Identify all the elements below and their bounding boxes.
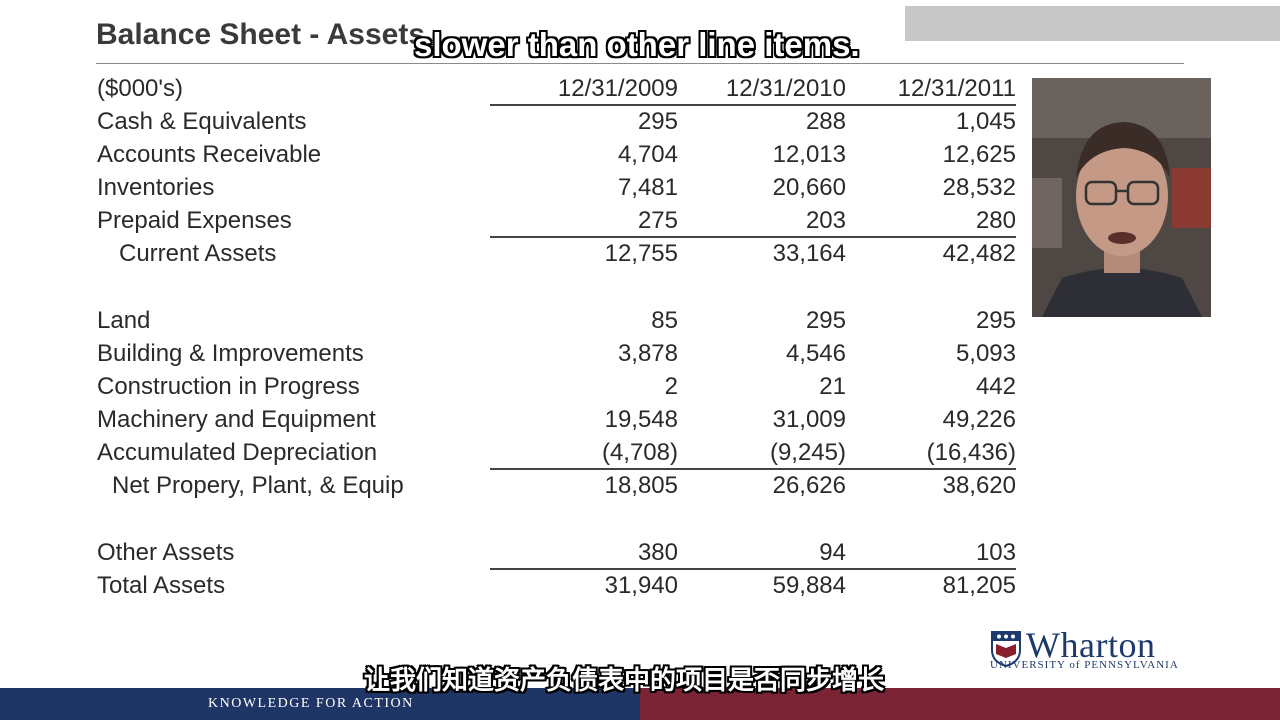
cell-value: 280 xyxy=(975,207,1016,234)
cell-value: 7,481 xyxy=(617,174,678,201)
cell-value: 2 xyxy=(664,373,678,400)
cell-value: 49,226 xyxy=(942,406,1016,433)
cell-value: (4,708) xyxy=(601,439,678,466)
column-header: 12/31/2009 xyxy=(557,75,678,102)
cell-value: 4,546 xyxy=(785,340,846,367)
table-row: Construction in Progress 2 21 442 xyxy=(96,370,1016,403)
table-row: Land 85 295 295 xyxy=(96,304,1016,337)
subtitle-caption-english: slower than other line items. xyxy=(414,26,860,63)
cell-value: 103 xyxy=(975,539,1016,566)
cell-value: 38,620 xyxy=(942,472,1016,499)
table-header-row: ($000's) 12/31/2009 12/31/2010 12/31/201… xyxy=(96,72,1016,106)
header-underline xyxy=(490,104,1016,106)
cell-value: 12,013 xyxy=(772,141,846,168)
row-label: Construction in Progress xyxy=(97,373,360,400)
slide-title: Balance Sheet - Assets xyxy=(96,18,426,51)
cell-value: 31,940 xyxy=(604,572,678,599)
row-label: Total Assets xyxy=(97,572,226,599)
footer-tagline: KNOWLEDGE FOR ACTION xyxy=(208,696,414,711)
row-label: Other Assets xyxy=(97,539,235,566)
table-row-total: Total Assets 31,940 59,884 81,205 xyxy=(96,569,1016,602)
row-label: Machinery and Equipment xyxy=(97,406,376,433)
cell-value: 59,884 xyxy=(772,572,846,599)
row-label: Land xyxy=(97,307,151,334)
top-right-bar xyxy=(905,6,1280,41)
footer-bar-navy xyxy=(0,688,640,720)
cell-value: 4,704 xyxy=(617,141,678,168)
cell-value: 3,878 xyxy=(617,340,678,367)
table-row: Accounts Receivable 4,704 12,013 12,625 xyxy=(96,138,1016,171)
cell-value: 28,532 xyxy=(942,174,1016,201)
cell-value: (16,436) xyxy=(926,439,1016,466)
total-rule xyxy=(490,568,1016,570)
row-label: Net Propery, Plant, & Equip xyxy=(112,472,404,499)
cell-value: 295 xyxy=(637,108,678,135)
units-label: ($000's) xyxy=(97,75,183,102)
cell-value: 12,755 xyxy=(604,240,678,267)
title-divider xyxy=(96,63,1184,64)
table-row: Building & Improvements 3,878 4,546 5,09… xyxy=(96,337,1016,370)
spacer-row xyxy=(96,270,1016,304)
penn-shield-icon xyxy=(991,631,1021,668)
table-row: Other Assets 380 94 103 xyxy=(96,536,1016,570)
cell-value: 42,482 xyxy=(942,240,1016,267)
cell-value: 20,660 xyxy=(772,174,846,201)
table-row: Accumulated Depreciation (4,708) (9,245)… xyxy=(96,436,1016,470)
cell-value: 5,093 xyxy=(955,340,1016,367)
row-label: Accounts Receivable xyxy=(97,141,322,168)
row-label: Building & Improvements xyxy=(97,340,364,367)
subtotal-rule xyxy=(490,468,1016,470)
cell-value: 12,625 xyxy=(942,141,1016,168)
row-label: Accumulated Depreciation xyxy=(97,439,378,466)
row-label: Inventories xyxy=(97,174,215,201)
cell-value: 1,045 xyxy=(955,108,1016,135)
row-label: Prepaid Expenses xyxy=(97,207,292,234)
cell-value: 442 xyxy=(975,373,1016,400)
presenter-avatar-icon xyxy=(1032,78,1211,317)
table-row: Machinery and Equipment 19,548 31,009 49… xyxy=(96,403,1016,436)
cell-value: 31,009 xyxy=(772,406,846,433)
cell-value: 380 xyxy=(637,539,678,566)
subtitle-caption-chinese: 让我们知道资产负债表中的项目是否同步增长 xyxy=(364,666,885,696)
cell-value: 295 xyxy=(805,307,846,334)
subtotal-rule xyxy=(490,236,1016,238)
cell-value: 21 xyxy=(819,373,846,400)
cell-value: 33,164 xyxy=(772,240,846,267)
column-header: 12/31/2010 xyxy=(725,75,846,102)
balance-sheet-table: ($000's) 12/31/2009 12/31/2010 12/31/201… xyxy=(96,72,1016,602)
cell-value: 19,548 xyxy=(604,406,678,433)
cell-value: 94 xyxy=(819,539,846,566)
cell-value: 203 xyxy=(805,207,846,234)
table-row-subtotal: Current Assets 12,755 33,164 42,482 xyxy=(96,237,1016,270)
footer-bar-maroon xyxy=(640,688,1280,720)
table-row: Inventories 7,481 20,660 28,532 xyxy=(96,171,1016,204)
cell-value: 18,805 xyxy=(604,472,678,499)
cell-value: 26,626 xyxy=(772,472,846,499)
wharton-wordmark: Wharton xyxy=(1026,625,1156,665)
cell-value: 295 xyxy=(975,307,1016,334)
row-label: Cash & Equivalents xyxy=(97,108,307,135)
row-label: Current Assets xyxy=(119,240,277,267)
table-row-subtotal: Net Propery, Plant, & Equip 18,805 26,62… xyxy=(96,469,1016,502)
table-row: Cash & Equivalents 295 288 1,045 xyxy=(96,105,1016,138)
presenter-video xyxy=(1032,78,1211,317)
cell-value: 85 xyxy=(651,307,678,334)
column-header: 12/31/2011 xyxy=(897,75,1016,102)
spacer-row xyxy=(96,502,1016,536)
cell-value: (9,245) xyxy=(769,439,846,466)
university-name: UNIVERSITY of PENNSYLVANIA xyxy=(990,659,1179,671)
cell-value: 275 xyxy=(637,207,678,234)
table-row: Prepaid Expenses 275 203 280 xyxy=(96,204,1016,238)
cell-value: 288 xyxy=(805,108,846,135)
cell-value: 81,205 xyxy=(942,572,1016,599)
